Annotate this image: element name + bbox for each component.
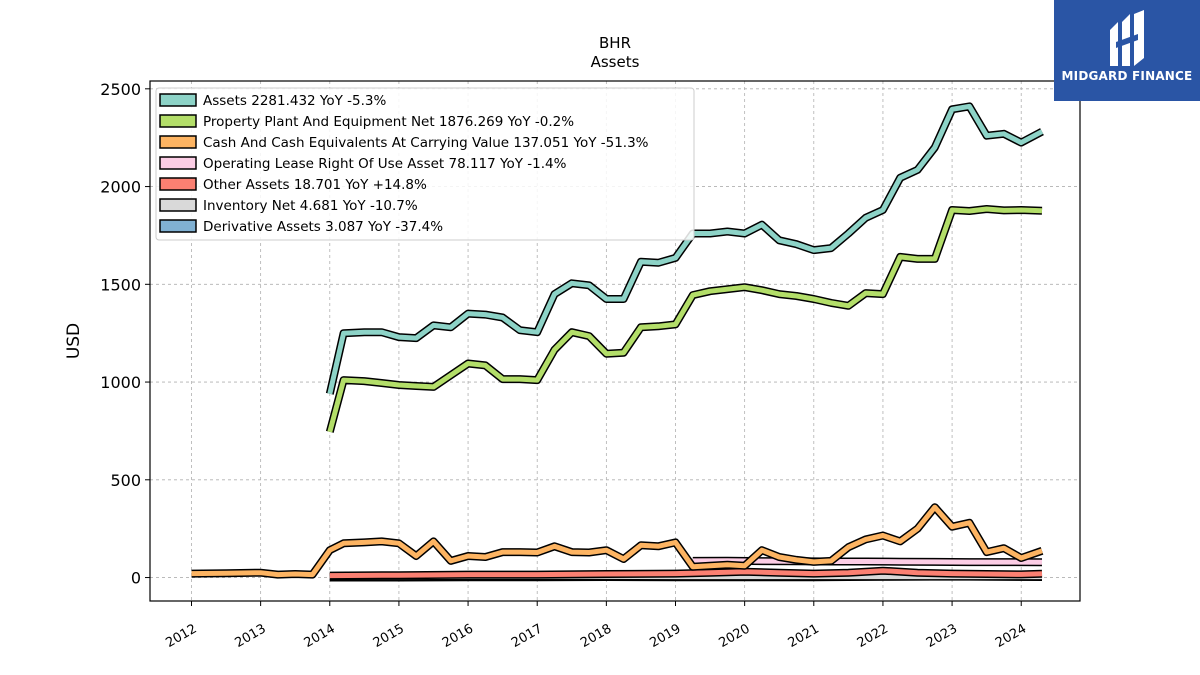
x-tick-label: 2015 [371,621,407,651]
legend-entry: Property Plant And Equipment Net 1876.26… [203,114,574,130]
x-tick-label: 2017 [509,621,545,651]
legend-swatch [159,177,197,191]
x-tick-label: 2023 [924,621,960,651]
chart-subtitle: Assets [591,53,640,71]
x-tick-label: 2016 [440,621,476,651]
y-tick-label: 0 [131,569,141,588]
x-tick-label: 2021 [786,621,822,651]
legend-swatch [159,156,197,170]
y-tick-label: 500 [110,471,141,490]
y-tick-label: 1500 [100,275,141,294]
brand-logo: MIDGARD FINANCE [1054,0,1200,101]
legend-swatch [159,198,197,212]
x-tick-label: 2024 [993,621,1029,651]
plot-frame [149,80,1081,602]
series-line [329,568,1043,579]
y-tick-label: 1000 [100,373,141,392]
legend-entry: Cash And Cash Equivalents At Carrying Va… [203,135,649,151]
x-tick-label: 2022 [855,621,891,651]
x-tick-label: 2018 [578,621,614,651]
legend-entry: Other Assets 18.701 YoY +14.8% [203,177,427,193]
legend-entry: Operating Lease Right Of Use Asset 78.11… [203,156,567,172]
legend-swatch [159,114,197,128]
legend-swatch [159,93,197,107]
legend-swatch [159,135,197,149]
y-tick-label: 2500 [100,80,141,99]
legend-entry: Derivative Assets 3.087 YoY -37.4% [203,219,443,235]
brand-name: MIDGARD FINANCE [1061,69,1193,83]
y-tick-label: 2000 [100,178,141,197]
series-line [327,103,1044,395]
legend-entry: Inventory Net 4.681 YoY -10.7% [203,198,418,214]
legend-entry: Assets 2281.432 YoY -5.3% [203,93,387,109]
series-line [327,206,1043,433]
legend: Assets 2281.432 YoY -5.3% Property Plant … [155,87,695,241]
series-line [191,504,1043,578]
legend-swatch [159,219,197,233]
series-layer [191,102,1044,582]
x-tick-label: 2019 [647,621,683,651]
midgard-logo-icon [1110,10,1144,66]
y-axis-label: USD [64,323,84,359]
x-tick-label: 2020 [716,621,752,651]
legend-box [155,87,695,241]
chart-title: BHR [599,34,631,52]
x-tick-label: 2012 [163,621,199,651]
x-tick-label: 2013 [232,621,268,651]
x-tick-label: 2014 [302,621,338,651]
